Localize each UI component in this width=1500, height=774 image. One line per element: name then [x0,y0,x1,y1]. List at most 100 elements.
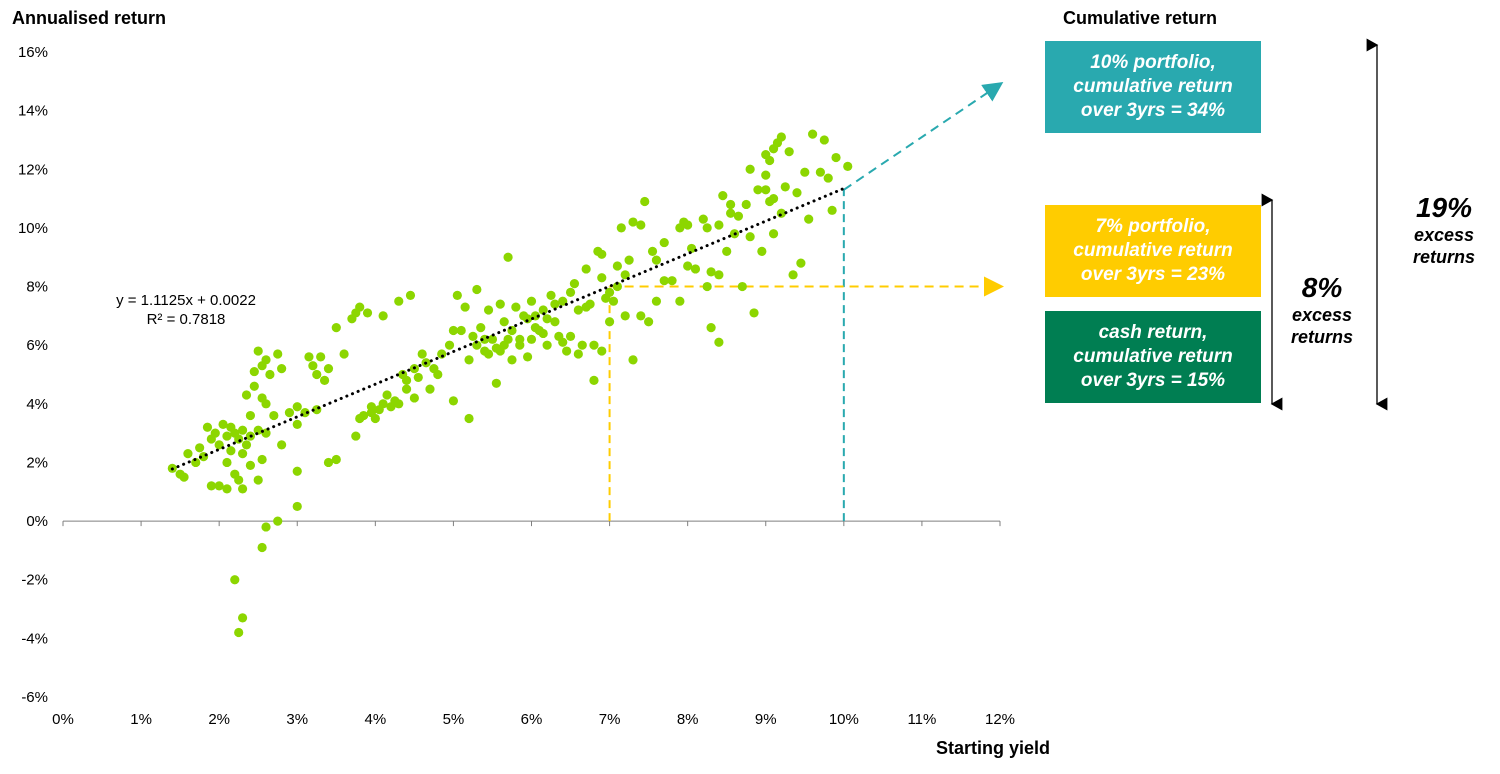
data-point [550,299,560,309]
data-point [651,296,662,306]
data-point [733,211,744,221]
data-point [679,217,689,227]
data-point [581,264,591,274]
data-point [565,287,576,298]
data-point [745,164,755,174]
data-point [515,334,525,344]
data-point [499,340,509,350]
excess-brackets [1261,38,1388,411]
data-point [304,352,314,362]
data-point [234,475,244,485]
y-tick-label: -2% [21,572,48,589]
data-point [558,337,568,347]
data-point [804,214,814,224]
data-point [472,340,482,350]
data-point [261,399,271,409]
data-point [718,191,728,201]
data-point [351,431,361,441]
y-tick-label: 12% [18,161,48,178]
cumulative-return-title: Cumulative return [1063,8,1218,28]
data-point [331,322,341,333]
x-tick-label: 2% [208,711,230,728]
data-point [608,296,619,306]
excess-19-line1: excess [1413,225,1475,245]
data-point [562,346,572,356]
data-point [612,281,622,292]
data-point [522,352,533,362]
data-point [640,196,650,207]
y-tick-label: 14% [18,103,48,120]
data-point [659,237,669,248]
box-cash-line2: cumulative return [1073,346,1233,367]
data-point [542,314,552,324]
data-point [273,516,283,526]
data-point [823,173,833,183]
data-point [597,249,607,259]
data-point [620,311,630,321]
data-point [507,355,517,365]
data-point [292,466,302,476]
excess-8-line2: returns [1290,327,1353,347]
x-tick-label: 6% [521,711,543,728]
data-point [702,223,712,233]
data-point [401,375,412,385]
data-point [292,419,302,429]
data-point [815,167,826,177]
data-point [202,422,213,432]
data-point [522,314,533,324]
data-point [206,481,216,491]
box-7-line3: over 3yrs = 23% [1080,264,1226,285]
data-point [210,428,220,438]
data-point [628,217,638,227]
box-7-line1: 7% portfolio, [1095,216,1211,237]
box-cash-return: cash return, cumulative return over 3yrs… [1045,311,1261,403]
data-point [788,270,798,280]
data-point [819,135,829,145]
data-point [241,390,252,400]
data-point [577,340,587,350]
data-point [237,613,248,623]
data-point [183,449,193,459]
trendline [170,186,846,471]
data-point [464,413,474,424]
guide-lines [608,82,1004,522]
data-point [776,132,786,142]
data-point [581,302,591,312]
data-point [222,484,232,494]
data-point [378,311,388,321]
data-point [483,305,494,315]
data-point [319,375,330,385]
data-point [237,449,248,459]
box-7-line2: cumulative return [1073,240,1233,261]
data-point [456,325,466,336]
data-point [409,393,419,403]
data-point [362,308,373,318]
data-point [620,270,630,280]
data-point [808,129,818,139]
data-point [265,369,275,380]
data-point [323,364,334,374]
data-point [612,261,622,271]
data-point [690,264,701,274]
data-point [761,170,771,180]
y-tick-label: 2% [26,454,48,471]
data-point [491,343,501,353]
excess-8-line1: excess [1291,305,1353,325]
data-point [749,308,759,318]
data-point [597,346,607,356]
data-point [237,425,248,435]
data-point [745,232,755,242]
data-point [589,340,599,350]
data-point [628,355,638,365]
x-tick-label: 12% [985,711,1015,728]
data-point [382,390,392,400]
data-point [452,290,462,300]
box-cash-line3: over 3yrs = 15% [1080,370,1226,391]
data-point [753,185,763,195]
data-point [726,199,736,210]
data-point [413,372,423,383]
data-point [624,255,634,265]
data-point [316,352,326,362]
data-point [476,322,486,333]
data-point [370,413,380,424]
